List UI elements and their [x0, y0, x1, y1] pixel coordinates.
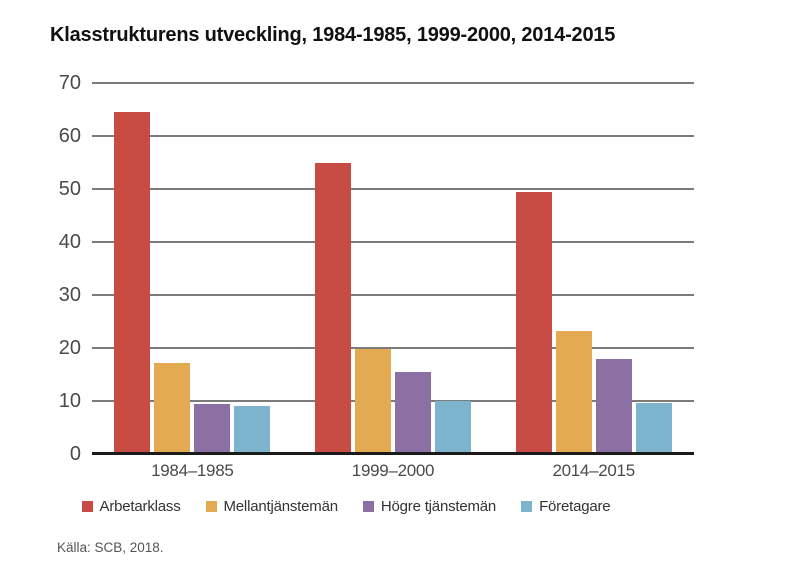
y-axis: 0 10 20 30 40 50 60 70 [0, 73, 87, 464]
legend-item-Högre tjänstemän: Högre tjänstemän [362, 498, 497, 515]
gridline-50 [92, 188, 694, 190]
bar-Arbetarklass-2014–2015 [515, 192, 552, 454]
x-axis: 1984–1985 1999–2000 2014–2015 [92, 461, 694, 481]
gridline-30 [92, 294, 694, 296]
bar-Arbetarklass-1984–1985 [114, 112, 151, 454]
bar-Företagare-2014–2015 [635, 402, 672, 454]
bar-Högre tjänstemän-1984–1985 [194, 403, 231, 454]
bar-group-1999–2000 [293, 83, 494, 454]
gridline-60 [92, 135, 694, 137]
legend-label: Högre tjänstemän [380, 498, 497, 515]
bar-Högre tjänstemän-1999–2000 [395, 371, 431, 454]
y-tick-label-10: 10 [58, 390, 81, 413]
legend-label: Arbetarklass [99, 498, 181, 515]
y-tick-label-70: 70 [58, 72, 81, 94]
x-tick-label-1999–2000: 1999–2000 [351, 461, 435, 480]
gridline-20 [92, 347, 694, 350]
bar-Företagare-1999–2000 [435, 401, 471, 454]
source-note: Källa: SCB, 2018. [57, 540, 164, 555]
plot-area [92, 82, 694, 455]
x-axis-baseline [92, 452, 694, 455]
bars-row [92, 83, 694, 454]
bar-Mellantjänstemän-1984–1985 [154, 362, 191, 454]
y-tick-label-60: 60 [58, 125, 81, 147]
bar-Mellantjänstemän-1999–2000 [355, 348, 391, 454]
bar-Mellantjänstemän-2014–2015 [555, 331, 592, 454]
legend-item-Företagare: Företagare [521, 498, 611, 515]
gridline-40 [92, 241, 694, 244]
gridline-10 [92, 400, 694, 403]
legend-label: Mellantjänstemän [223, 498, 339, 515]
bar-group-2014–2015 [493, 83, 694, 454]
bar-Arbetarklass-1999–2000 [315, 162, 351, 454]
x-tick-label-2014–2015: 2014–2015 [552, 461, 635, 480]
legend-swatch-icon [81, 501, 93, 512]
bar-Högre tjänstemän-2014–2015 [595, 359, 632, 454]
legend-item-Mellantjänstemän: Mellantjänstemän [205, 498, 339, 515]
x-tick-label-1984–1985: 1984–1985 [151, 461, 234, 480]
legend-label: Företagare [539, 498, 611, 515]
chart-title: Klasstrukturens utveckling, 1984-1985, 1… [50, 24, 616, 46]
y-tick-label-0: 0 [69, 443, 81, 465]
gridline-70 [92, 82, 694, 84]
legend-swatch-icon [521, 501, 533, 512]
y-tick-label-50: 50 [58, 178, 81, 200]
legend-swatch-icon [362, 501, 374, 512]
legend: Arbetarklass Mellantjänstemän Högre tjänst… [40, 498, 652, 515]
bar-Företagare-1984–1985 [234, 406, 271, 454]
y-tick-label-20: 20 [58, 337, 81, 360]
y-tick-label-30: 30 [58, 284, 81, 306]
bar-group-1984–1985 [92, 83, 293, 454]
legend-item-Arbetarklass: Arbetarklass [81, 498, 181, 515]
y-tick-label-40: 40 [58, 231, 81, 254]
legend-swatch-icon [205, 501, 217, 512]
